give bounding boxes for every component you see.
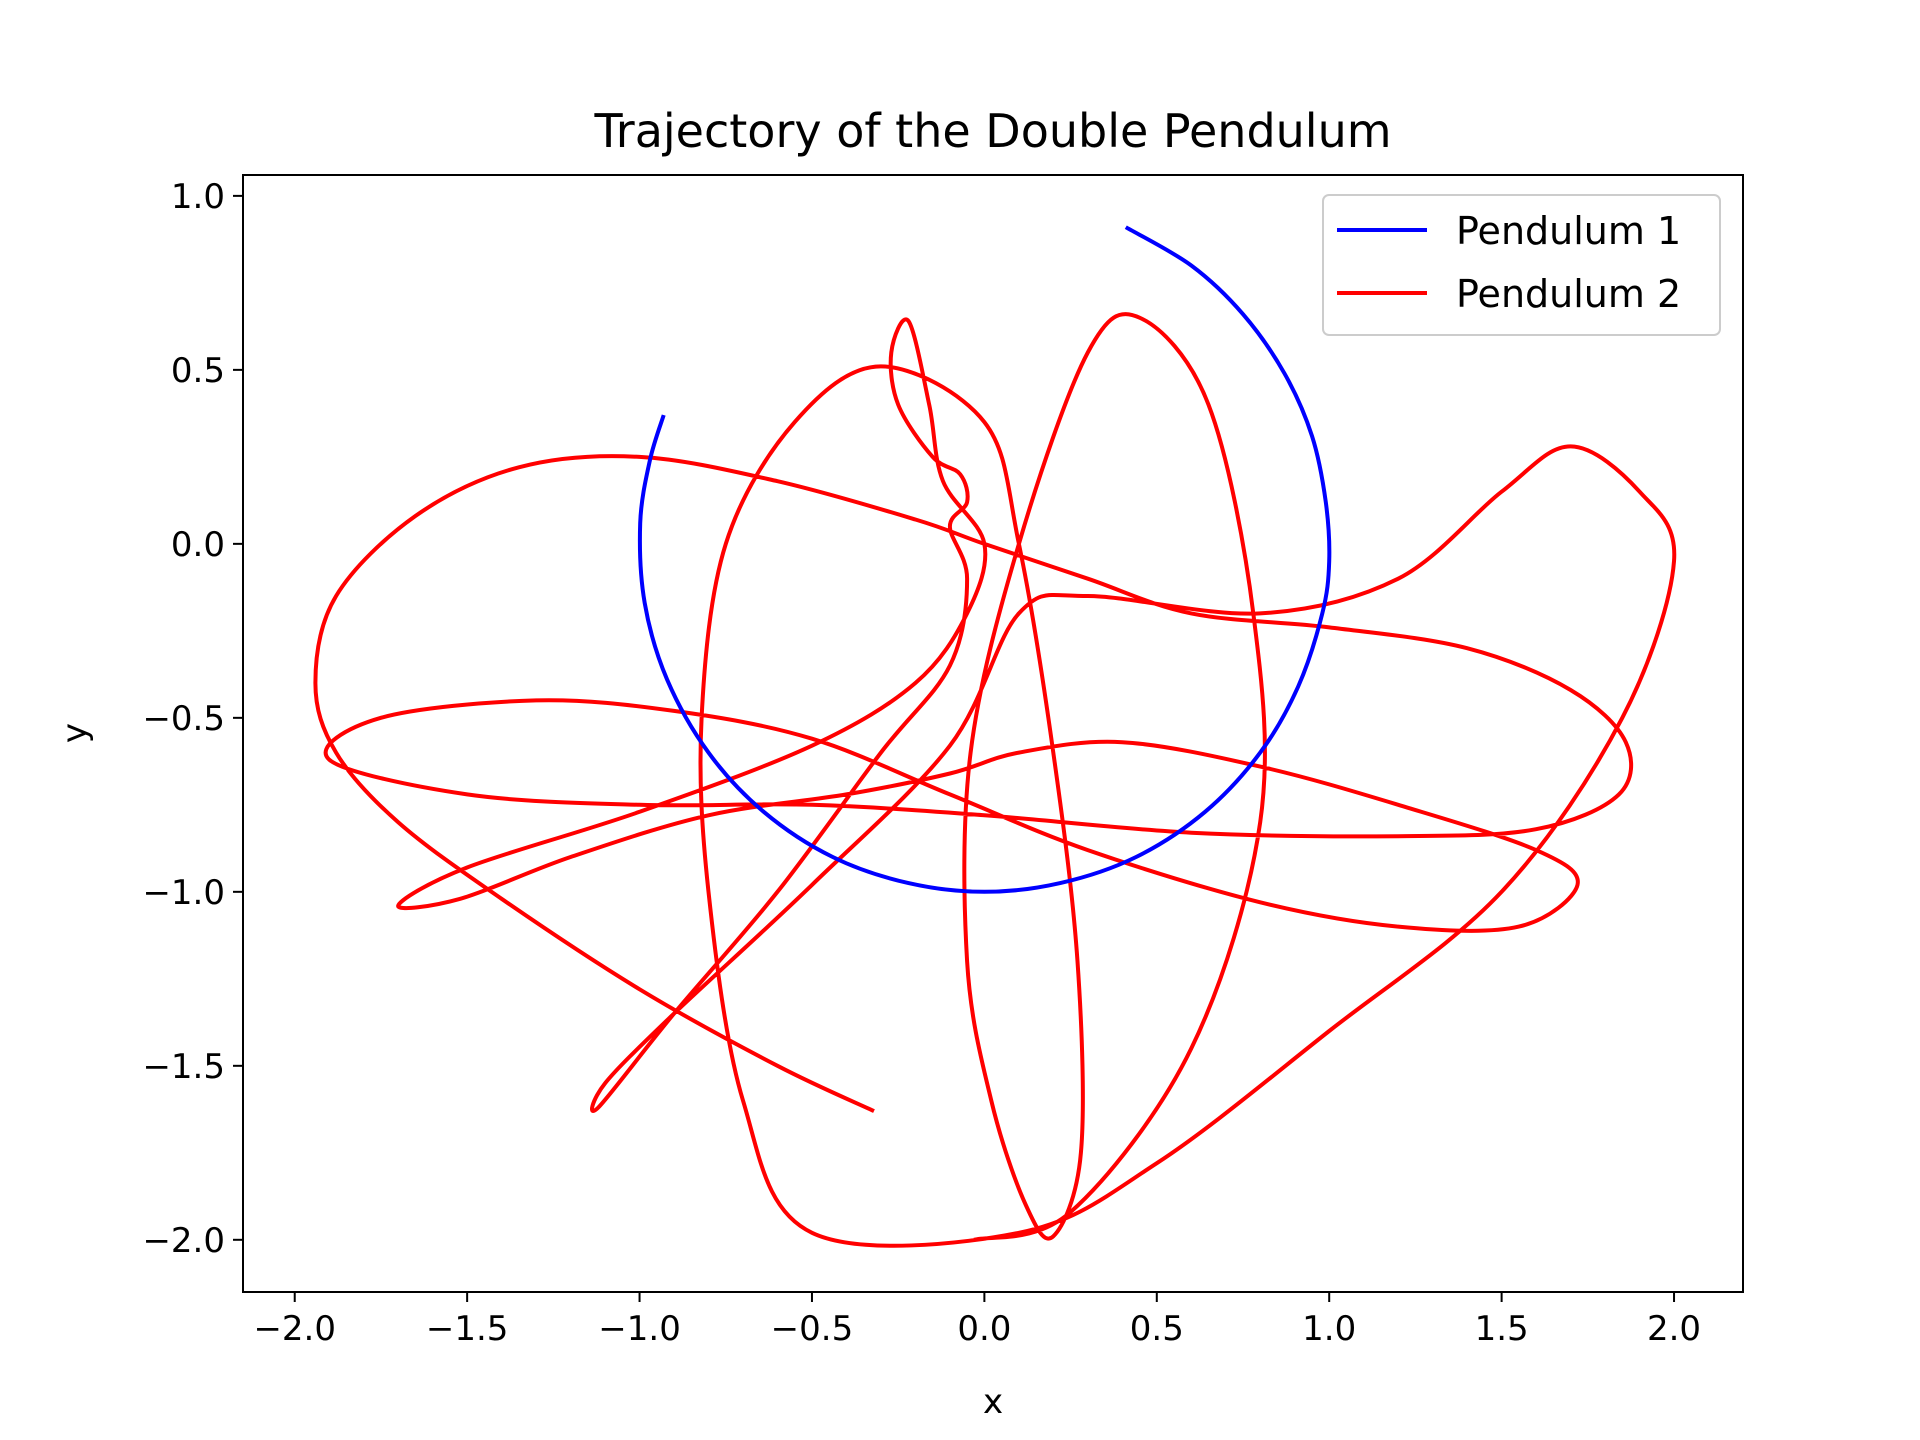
- legend: Pendulum 1 Pendulum 2: [1322, 194, 1721, 336]
- x-tick-label: −2.0: [253, 1309, 336, 1349]
- x-axis: −2.0 −1.5 −1.0 −0.5 0.0 0.5 1.0 1.5 2.0: [253, 1292, 1701, 1349]
- chart-title: Trajectory of the Double Pendulum: [593, 104, 1391, 158]
- series-layer: [313, 225, 1677, 1248]
- y-tick-label: −2.0: [142, 1221, 225, 1261]
- plot-frame: [242, 174, 1744, 1293]
- x-tick-label: −0.5: [771, 1309, 854, 1349]
- y-axis: 1.0 0.5 0.0 −0.5 −1.0 −1.5 −2.0: [142, 177, 243, 1261]
- x-tick-label: 0.0: [957, 1309, 1011, 1349]
- x-tick-label: 2.0: [1647, 1309, 1701, 1349]
- series-line-pendulum-1: [637, 225, 1332, 894]
- plot-area: [242, 174, 1744, 1293]
- y-tick-label: −0.5: [142, 699, 225, 739]
- legend-label-pendulum-1: Pendulum 1: [1456, 209, 1681, 253]
- y-tick-label: 0.0: [171, 525, 225, 565]
- x-tick-label: 1.0: [1302, 1309, 1356, 1349]
- series-line-pendulum-2: [313, 312, 1677, 1248]
- legend-label-pendulum-2: Pendulum 2: [1456, 272, 1681, 316]
- x-tick-label: −1.5: [426, 1309, 509, 1349]
- y-tick-label: 0.5: [171, 351, 225, 391]
- x-tick-label: 1.5: [1475, 1309, 1529, 1349]
- y-tick-label: 1.0: [171, 177, 225, 217]
- x-tick-label: −1.0: [598, 1309, 681, 1349]
- y-tick-label: −1.0: [142, 873, 225, 913]
- y-tick-label: −1.5: [142, 1047, 225, 1087]
- y-axis-label: y: [55, 723, 95, 743]
- x-axis-label: x: [983, 1382, 1003, 1422]
- x-tick-label: 0.5: [1130, 1309, 1184, 1349]
